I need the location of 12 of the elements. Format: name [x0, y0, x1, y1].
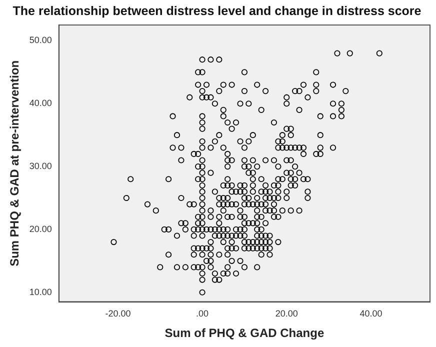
- y-tick-label: 50.00: [29, 35, 52, 46]
- x-tick-label: 20.00: [275, 308, 298, 319]
- x-tick-label: .00: [196, 308, 209, 319]
- y-tick-label: 30.00: [29, 161, 52, 172]
- chart-title: The relationship between distress level and change in distress score: [12, 4, 422, 18]
- y-tick-label: 40.00: [29, 98, 52, 108]
- y-axis-title: Sum PHQ & GAD at pre-intervention: [8, 60, 22, 266]
- x-tick-label: 40.00: [360, 308, 382, 319]
- y-tick-label: 20.00: [29, 224, 52, 234]
- x-tick-label: -20.00: [105, 308, 131, 319]
- y-tick-label: 10.00: [29, 286, 52, 297]
- x-axis-title: Sum of PHQ & GAD Change: [164, 326, 324, 340]
